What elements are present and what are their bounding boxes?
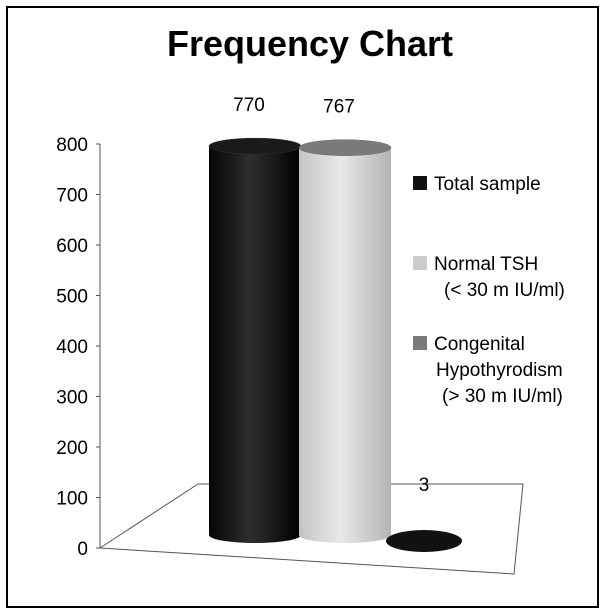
y-tick-label: 0	[77, 539, 88, 560]
legend-label: Normal TSH	[434, 254, 538, 275]
legend-label: Hypothyrodism	[436, 360, 563, 381]
legend-item: Total sample	[413, 174, 541, 195]
y-tick-label: 300	[56, 388, 88, 409]
legend: Total sample Normal TSH (< 30 m IU/ml) Cong…	[413, 174, 565, 407]
legend-label: (> 30 m IU/ml)	[442, 386, 563, 407]
chart-frame: Frequency Chart 0 100 200 300 400 500 600 700 80…	[6, 6, 599, 608]
data-label: 767	[323, 97, 355, 118]
legend-label: (< 30 m IU/ml)	[444, 280, 565, 301]
y-tick-label: 700	[56, 186, 88, 207]
legend-swatch	[413, 176, 427, 190]
y-tick-label: 500	[56, 287, 88, 308]
y-tick-label: 200	[56, 438, 88, 459]
bar-disc	[386, 530, 462, 552]
legend-item: Congenital Hypothyrodism (> 30 m IU/ml)	[413, 334, 563, 407]
chart-title: Frequency Chart	[167, 23, 453, 64]
y-tick-label: 600	[56, 236, 88, 257]
legend-item: Normal TSH (< 30 m IU/ml)	[413, 254, 565, 301]
bar-body	[209, 146, 301, 543]
bar-2	[298, 139, 392, 544]
bar-1	[208, 137, 302, 543]
legend-swatch	[413, 336, 427, 350]
frequency-chart: Frequency Chart 0 100 200 300 400 500 600 700 80…	[56, 23, 565, 575]
legend-swatch	[413, 256, 427, 270]
bar-top	[208, 137, 302, 155]
data-label: 770	[233, 95, 265, 116]
legend-label: Total sample	[434, 174, 541, 195]
bar-3	[386, 530, 462, 552]
y-tick-label: 400	[56, 337, 88, 358]
legend-label: Congenital	[434, 334, 525, 355]
y-tick-label: 800	[56, 135, 88, 156]
bar-body	[299, 147, 391, 544]
y-axis: 0 100 200 300 400 500 600 700 800	[56, 135, 101, 560]
data-label: 3	[419, 475, 430, 496]
bar-top	[298, 139, 392, 156]
y-tick-label: 100	[56, 489, 88, 510]
